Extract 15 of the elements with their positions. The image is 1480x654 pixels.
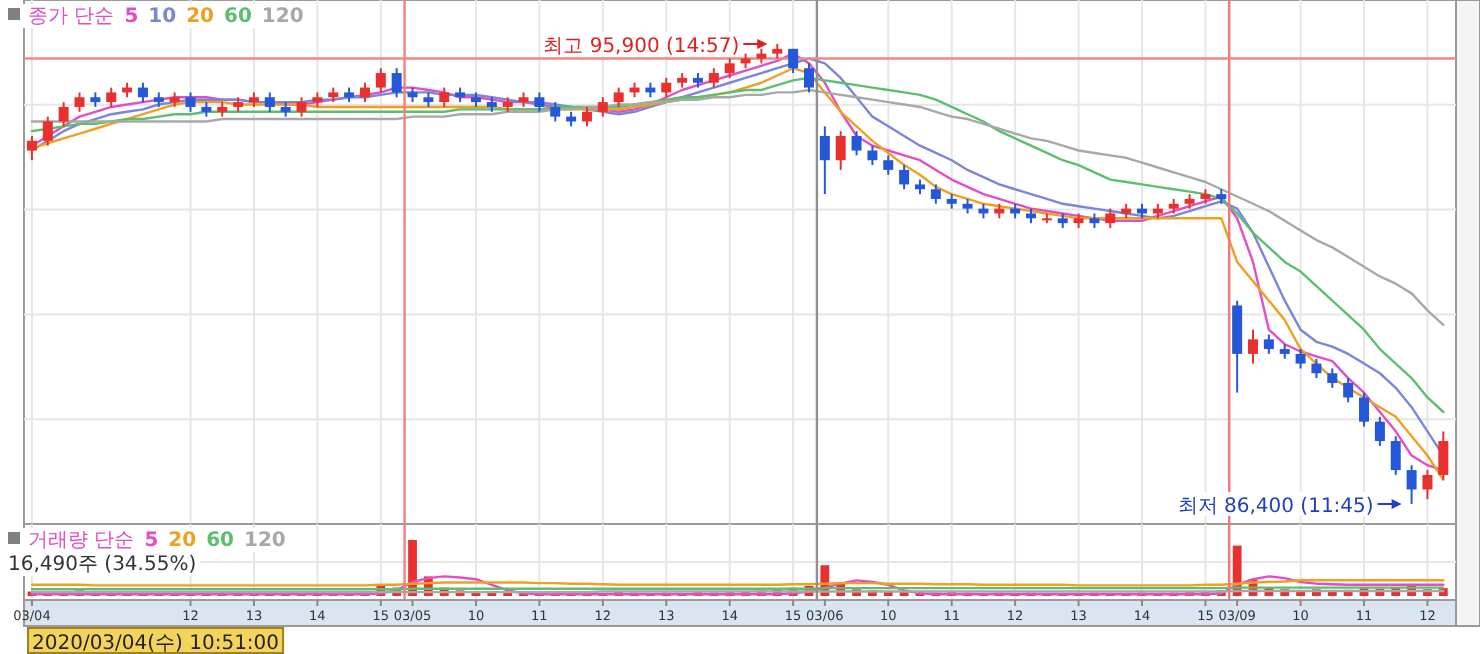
series-label: 60 xyxy=(206,530,235,552)
legend-title: 거래량 단순 xyxy=(28,530,135,552)
series-label: 20 xyxy=(168,530,197,552)
text: 20 xyxy=(186,6,215,28)
text: 120 xyxy=(244,530,286,552)
text: 2020/03/04(수) 10:51:00 xyxy=(32,633,280,654)
text: 5 xyxy=(124,6,139,28)
text: 5 xyxy=(144,530,159,552)
text: 120 xyxy=(261,6,304,28)
annotation: 16,490주 (34.55%) xyxy=(8,554,197,576)
annotation: 최고 95,900 (14:57) xyxy=(543,36,740,58)
text: 60 xyxy=(224,6,252,28)
text: 10 xyxy=(148,6,177,28)
legend-title: 종가 단순 xyxy=(28,6,115,28)
annotation: 최저 86,400 (11:45) xyxy=(1177,496,1374,518)
